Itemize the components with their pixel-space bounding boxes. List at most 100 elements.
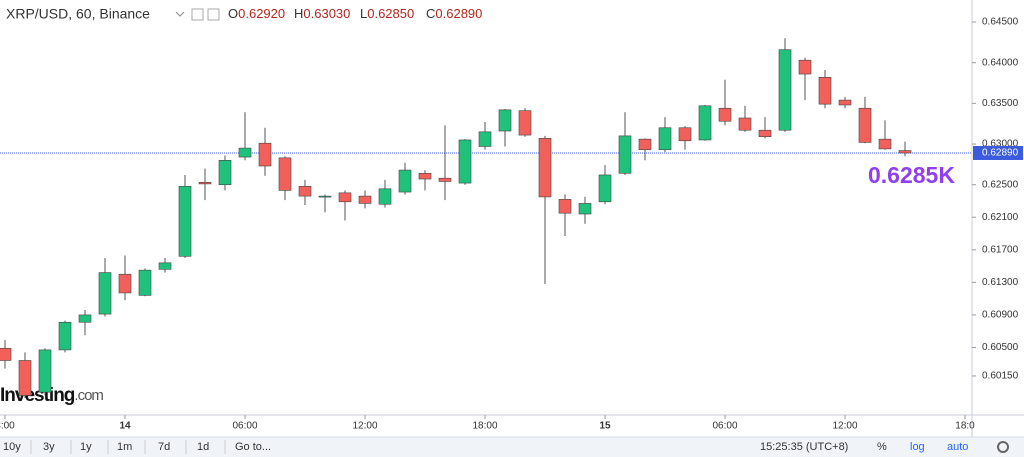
candle-body <box>498 109 512 132</box>
candle-body <box>618 135 632 174</box>
candle-body <box>378 188 392 205</box>
candle-body <box>398 169 412 193</box>
candle-body <box>898 150 912 154</box>
candle-body <box>478 131 492 147</box>
price-annotation: 0.6285K <box>868 162 955 188</box>
candle-body <box>158 262 172 270</box>
ohlc-value: 0.62890 <box>435 6 482 21</box>
candle-body <box>858 107 872 143</box>
candle-body <box>718 107 732 122</box>
candle-body <box>798 59 812 75</box>
y-tick-label: 0.61300 <box>982 277 1019 288</box>
range-button[interactable]: 1m <box>117 441 132 453</box>
scale-option[interactable]: auto <box>947 441 968 453</box>
candle-body <box>458 139 472 184</box>
y-tick-label: 0.61700 <box>982 244 1019 255</box>
candle-body <box>758 129 772 138</box>
candle-body <box>98 272 112 315</box>
candle-body <box>418 173 432 180</box>
scale-option[interactable]: % <box>877 441 887 453</box>
candle-body <box>178 186 192 257</box>
ohlc-value: 0.62850 <box>367 6 414 21</box>
x-tick-label: 18:00 <box>472 421 497 432</box>
y-tick-label: 0.63500 <box>982 98 1019 109</box>
dropdown-icon[interactable] <box>175 11 185 17</box>
candle-body <box>138 269 152 296</box>
range-button[interactable]: 10y <box>3 441 21 453</box>
toolbar-bg <box>0 437 1024 457</box>
candle-body <box>878 138 892 150</box>
ohlc-value: 0.62920 <box>238 6 285 21</box>
clock: 15:25:35 (UTC+8) <box>760 441 848 453</box>
watermark-suffix: .com <box>74 387 103 404</box>
candle-body <box>218 160 232 186</box>
candle-body <box>578 203 592 215</box>
settings-icon[interactable] <box>997 441 1009 453</box>
range-button[interactable]: 1y <box>80 441 92 453</box>
candle-body <box>738 117 752 131</box>
chart-title: XRP/USD, 60, Binance <box>6 6 150 22</box>
candle-body <box>18 360 32 396</box>
range-button[interactable]: 1d <box>197 441 209 453</box>
candle-body <box>118 273 132 294</box>
icon[interactable] <box>207 8 220 21</box>
candle-body <box>198 181 212 185</box>
ohlc-value: 0.63030 <box>303 6 350 21</box>
goto-button[interactable]: Go to... <box>235 441 271 453</box>
y-tick-label: 0.64000 <box>982 57 1019 68</box>
last-price-label: 0.62890 <box>982 148 1019 159</box>
candle-body <box>678 127 692 142</box>
ohlc-key: O <box>228 6 238 21</box>
candle-body <box>838 99 852 106</box>
candle-body <box>538 138 552 198</box>
x-tick-label: 18:0 <box>955 421 975 432</box>
candle-body <box>278 157 292 191</box>
x-tick-label: 15 <box>599 421 611 432</box>
range-button[interactable]: 3y <box>43 441 55 453</box>
y-tick-label: 0.60500 <box>982 342 1019 353</box>
candle-body <box>518 110 532 136</box>
candle-body <box>58 321 72 351</box>
ohlc-key: C <box>426 6 435 21</box>
candle-body <box>0 347 12 361</box>
x-tick-label: 12:00 <box>832 421 857 432</box>
candle-body <box>558 199 572 214</box>
candle-body <box>258 142 272 167</box>
candle-body <box>38 349 52 393</box>
watermark-brand: Investing <box>0 385 75 406</box>
candle-body <box>658 127 672 151</box>
ohlc-key: L <box>360 6 367 21</box>
watermark: Investing.com <box>0 385 103 406</box>
last-price-box <box>973 145 1023 160</box>
candle-body <box>818 77 832 105</box>
candle-body <box>358 195 372 204</box>
x-tick-label: 06:00 <box>712 421 737 432</box>
candle-body <box>338 192 352 203</box>
candle-body <box>778 49 792 131</box>
x-tick-label: 06:00 <box>232 421 257 432</box>
candle-body <box>238 147 252 158</box>
y-tick-label: 0.64500 <box>982 17 1019 28</box>
x-tick-label: 8:00 <box>0 421 15 432</box>
x-tick-label: 14 <box>119 421 131 432</box>
y-tick-label: 0.62500 <box>982 179 1019 190</box>
y-tick-label: 0.63000 <box>982 139 1019 150</box>
candle-body <box>298 186 312 197</box>
scale-option[interactable]: log <box>910 441 925 453</box>
candle-body <box>598 174 612 203</box>
y-tick-label: 0.62100 <box>982 212 1019 223</box>
x-tick-label: 12:00 <box>352 421 377 432</box>
ohlc-key: H <box>294 6 303 21</box>
candle-body <box>78 314 92 323</box>
y-tick-label: 0.60150 <box>982 371 1019 382</box>
candle-body <box>698 105 712 141</box>
icon[interactable] <box>191 8 204 21</box>
ohlc-readout: O0.62920 H0.63030 L0.62850 C0.62890 <box>228 6 482 21</box>
range-button[interactable]: 7d <box>158 441 170 453</box>
candle-body <box>638 138 652 151</box>
y-tick-label: 0.60900 <box>982 310 1019 321</box>
candle-body <box>438 177 452 182</box>
candle-body <box>318 195 332 198</box>
